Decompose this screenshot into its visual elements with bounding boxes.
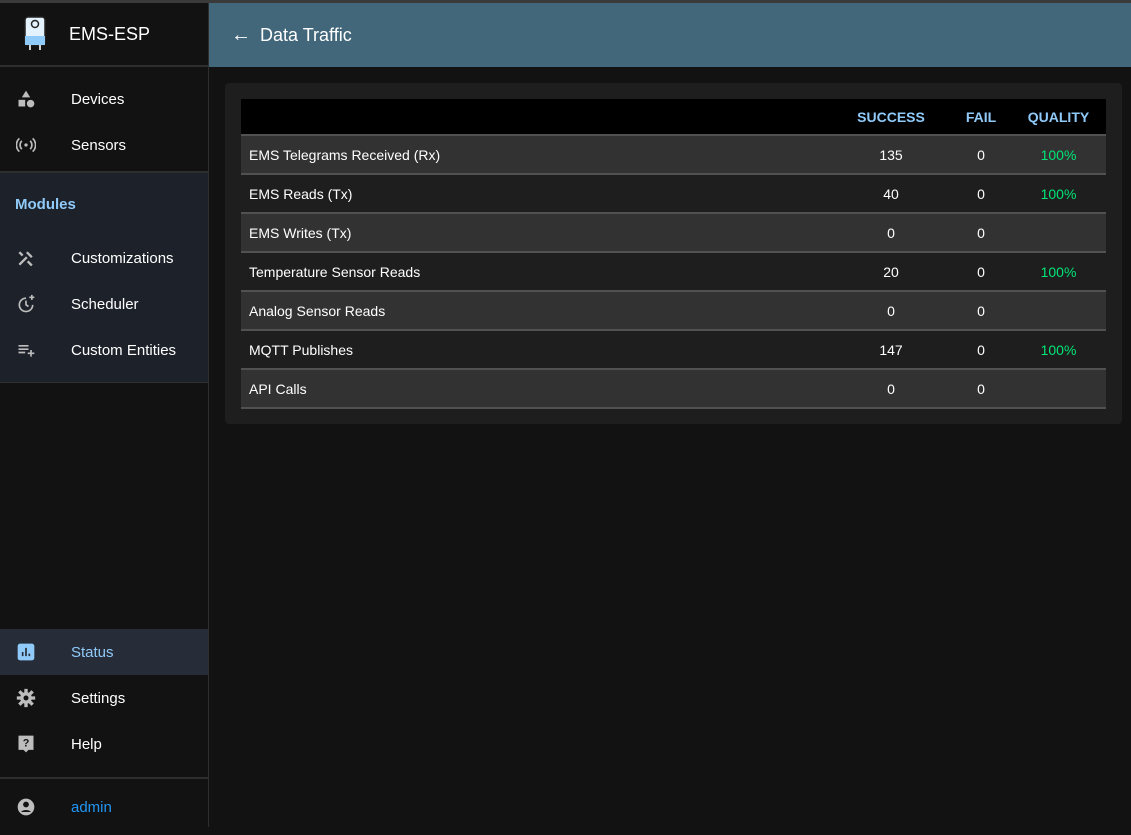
sidebar-item-label: Status xyxy=(71,643,114,661)
table-row: EMS Writes (Tx) 0 0 xyxy=(241,213,1106,253)
sidebar-item-status[interactable]: Status xyxy=(0,629,208,675)
sidebar-item-label: Help xyxy=(71,735,102,753)
table-row: EMS Reads (Tx) 40 0 100% xyxy=(241,174,1106,214)
table-row: EMS Telegrams Received (Rx) 135 0 100% xyxy=(241,135,1106,175)
app-name: EMS-ESP xyxy=(69,23,151,44)
column-header-success: SUCCESS xyxy=(831,99,951,136)
table-row: Analog Sensor Reads 0 0 xyxy=(241,291,1106,331)
row-name: Temperature Sensor Reads xyxy=(241,252,831,292)
row-quality: 100% xyxy=(1011,330,1106,370)
row-success: 147 xyxy=(831,330,951,370)
row-fail: 0 xyxy=(951,330,1011,370)
row-fail: 0 xyxy=(951,291,1011,331)
boiler-logo-icon xyxy=(23,16,47,52)
sidebar-item-label: Custom Entities xyxy=(71,341,177,359)
devices-icon xyxy=(0,89,71,109)
row-quality: 100% xyxy=(1011,135,1106,175)
app-bar: ← Data Traffic xyxy=(209,3,1131,67)
scheduler-icon xyxy=(0,294,71,314)
modules-heading: Modules xyxy=(15,195,76,213)
help-icon: ? xyxy=(0,734,71,754)
row-quality xyxy=(1011,369,1106,409)
sidebar-item-label: Scheduler xyxy=(71,295,139,313)
row-success: 0 xyxy=(831,213,951,253)
sidebar-item-scheduler[interactable]: Scheduler xyxy=(0,281,208,327)
column-header-name xyxy=(241,99,831,136)
modules-section: Modules Customizations Scheduler Custom … xyxy=(0,171,208,383)
row-success: 20 xyxy=(831,252,951,292)
sidebar-item-user[interactable]: admin xyxy=(0,777,208,835)
account-icon xyxy=(0,797,71,817)
sidebar-item-label: Sensors xyxy=(71,136,127,154)
sidebar-item-sensors[interactable]: Sensors xyxy=(0,122,208,168)
sidebar-item-settings[interactable]: Settings xyxy=(0,675,208,721)
row-success: 0 xyxy=(831,369,951,409)
svg-text:?: ? xyxy=(23,738,30,750)
user-name: admin xyxy=(71,798,112,816)
column-header-fail: FAIL xyxy=(951,99,1011,136)
sidebar-item-label: Customizations xyxy=(71,249,174,267)
row-fail: 0 xyxy=(951,174,1011,214)
sidebar-item-help[interactable]: ? Help xyxy=(0,721,208,767)
row-quality xyxy=(1011,213,1106,253)
table-row: Temperature Sensor Reads 20 0 100% xyxy=(241,252,1106,292)
data-traffic-table: SUCCESS FAIL QUALITY EMS Telegrams Recei… xyxy=(241,99,1106,409)
table-row: MQTT Publishes 147 0 100% xyxy=(241,330,1106,370)
row-name: API Calls xyxy=(241,369,831,409)
row-fail: 0 xyxy=(951,252,1011,292)
gear-icon xyxy=(0,688,71,708)
row-name: Analog Sensor Reads xyxy=(241,291,831,331)
sidebar-item-devices[interactable]: Devices xyxy=(0,76,208,122)
row-fail: 0 xyxy=(951,369,1011,409)
row-success: 40 xyxy=(831,174,951,214)
sidebar-item-customizations[interactable]: Customizations xyxy=(0,235,208,281)
status-icon xyxy=(0,642,71,662)
row-quality xyxy=(1011,291,1106,331)
table-header-row: SUCCESS FAIL QUALITY xyxy=(241,99,1106,136)
page-title: Data Traffic xyxy=(260,24,352,45)
sidebar-bottom: Status Settings ? Help admin xyxy=(0,629,208,835)
row-name: EMS Writes (Tx) xyxy=(241,213,831,253)
row-name: EMS Telegrams Received (Rx) xyxy=(241,135,831,175)
table-row: API Calls 0 0 xyxy=(241,369,1106,409)
tools-icon xyxy=(0,248,71,268)
playlist-add-icon xyxy=(0,340,71,360)
row-fail: 0 xyxy=(951,135,1011,175)
sidebar-item-custom-entities[interactable]: Custom Entities xyxy=(0,327,208,373)
column-header-quality: QUALITY xyxy=(1011,99,1106,136)
brand[interactable]: EMS-ESP xyxy=(0,3,208,67)
data-traffic-card: SUCCESS FAIL QUALITY EMS Telegrams Recei… xyxy=(225,83,1122,424)
sidebar-item-label: Settings xyxy=(71,689,126,707)
sensors-icon xyxy=(0,135,71,155)
row-name: EMS Reads (Tx) xyxy=(241,174,831,214)
row-success: 0 xyxy=(831,291,951,331)
row-name: MQTT Publishes xyxy=(241,330,831,370)
sidebar-item-label: Devices xyxy=(71,90,125,108)
window-top-strip xyxy=(0,0,1131,3)
back-arrow-icon[interactable]: ← xyxy=(231,23,251,46)
row-quality: 100% xyxy=(1011,252,1106,292)
row-fail: 0 xyxy=(951,213,1011,253)
row-success: 135 xyxy=(831,135,951,175)
sidebar: EMS-ESP Devices Sensors Modules Customiz… xyxy=(0,3,209,827)
row-quality: 100% xyxy=(1011,174,1106,214)
